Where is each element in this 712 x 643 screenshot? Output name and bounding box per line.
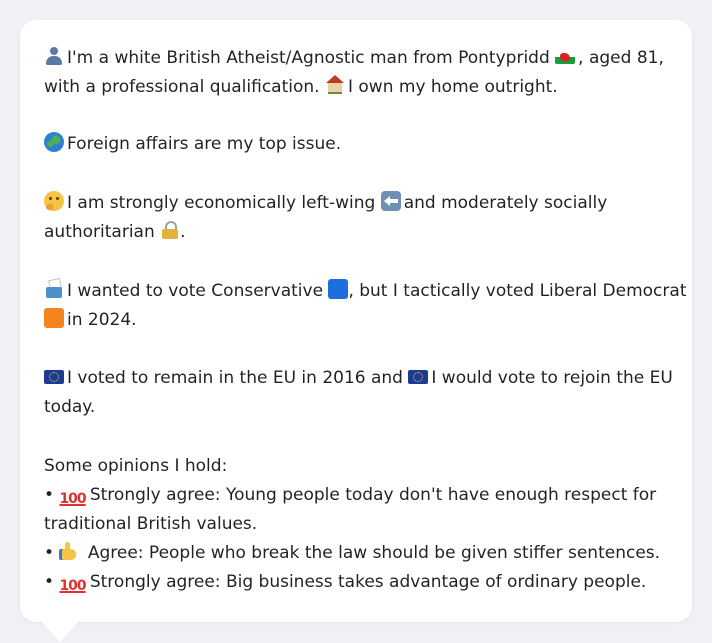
intro-line-1: I'm a white British Atheist/Agnostic man…: [44, 44, 668, 73]
ideology-social: and moderately socially: [403, 193, 608, 213]
person-icon: [44, 46, 64, 66]
intro-age: , aged 81,: [578, 48, 664, 68]
thumbs-up-icon: [59, 541, 79, 561]
ideology-period: .: [180, 222, 186, 242]
vote-paragraph: I wanted to vote Conservative , but I ta…: [44, 277, 686, 335]
bullet: •: [44, 572, 55, 592]
opinion-continuation: traditional British values.: [44, 514, 258, 534]
hundred-icon: 100: [59, 491, 86, 507]
eu-today: today.: [44, 397, 96, 417]
intro-text: I'm a white British Atheist/Agnostic man…: [67, 48, 550, 68]
opinion-item: • 100 Strongly agree: Big business takes…: [44, 568, 668, 597]
opinion-item: • 100 Strongly agree: Young people today…: [44, 481, 668, 510]
eu-flag-icon: [408, 370, 429, 384]
opinions-section: Some opinions I hold: • 100 Strongly agr…: [44, 452, 668, 597]
opinion-text: Strongly agree: Young people today don't…: [89, 485, 657, 505]
left-arrow-icon: [380, 191, 401, 211]
welsh-flag-icon: [555, 50, 576, 64]
blue-square-icon: [328, 279, 349, 299]
thinking-face-icon: [44, 191, 64, 211]
vote-wanted: I wanted to vote Conservative: [67, 281, 324, 301]
eu-flag-icon: [44, 370, 64, 384]
lock-icon: [160, 220, 180, 240]
top-issue-paragraph: Foreign affairs are my top issue.: [44, 130, 668, 159]
ideology-authoritarian: authoritarian: [44, 222, 155, 242]
ballot-box-icon: [44, 279, 64, 299]
orange-square-icon: [44, 308, 64, 328]
house-icon: [325, 75, 345, 95]
intro-qualification: with a professional qualification.: [44, 77, 320, 97]
bullet: •: [44, 543, 55, 563]
opinion-text: Strongly agree: Big business takes advan…: [89, 572, 647, 592]
intro-paragraph: I'm a white British Atheist/Agnostic man…: [44, 44, 668, 102]
eu-remain: I voted to remain in the EU in 2016 and: [67, 368, 403, 388]
ideology-paragraph: I am strongly economically left-wing and…: [44, 189, 668, 247]
hundred-icon: 100: [59, 578, 86, 594]
eu-rejoin: I would vote to rejoin the EU: [431, 368, 673, 388]
vote-year: in 2024.: [67, 310, 137, 330]
opinion-text: Agree: People who break the law should b…: [87, 543, 661, 563]
ideology-economic: I am strongly economically left-wing: [67, 193, 376, 213]
profile-card: I'm a white British Atheist/Agnostic man…: [20, 20, 692, 622]
intro-home: I own my home outright.: [347, 77, 558, 97]
intro-line-2: with a professional qualification. I own…: [44, 73, 668, 102]
globe-icon: [44, 132, 64, 152]
bullet: •: [44, 485, 55, 505]
vote-tactical: , but I tactically voted Liberal Democra…: [348, 281, 687, 301]
speech-bubble-tail: [41, 621, 79, 642]
opinion-item: • Agree: People who break the law should…: [44, 539, 668, 568]
opinions-heading: Some opinions I hold:: [44, 456, 228, 476]
top-issue-text: Foreign affairs are my top issue.: [67, 134, 342, 154]
eu-paragraph: I voted to remain in the EU in 2016 and …: [44, 364, 673, 422]
